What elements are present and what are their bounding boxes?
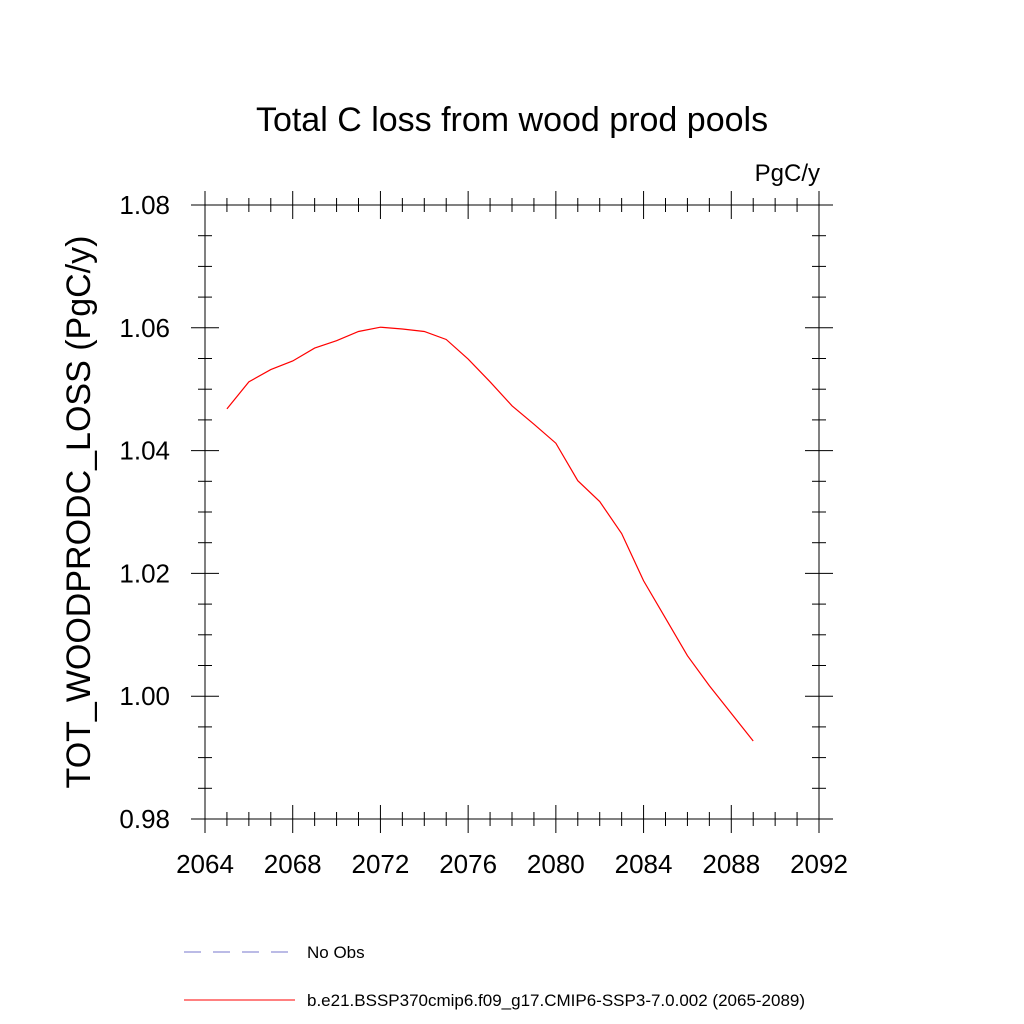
y-tick-label: 1.06: [119, 313, 170, 343]
legend-label: b.e21.BSSP370cmip6.f09_g17.CMIP6-SSP3-7.…: [307, 991, 805, 1010]
x-tick-label: 2088: [702, 849, 760, 879]
y-axis-label: TOT_WOODPRODC_LOSS (PgC/y): [60, 236, 98, 789]
y-tick-label: 1.00: [119, 681, 170, 711]
plot-area: 2064 2068 2072 2076 2080 2084 2088 2092 0.98 1.00…: [119, 190, 848, 879]
y-tick-label: 1.02: [119, 558, 170, 588]
x-tick-label: 2092: [790, 849, 848, 879]
y-tick-label: 1.04: [119, 436, 170, 466]
x-tick-label: 2068: [264, 849, 322, 879]
chart-title: Total C loss from wood prod pools: [256, 101, 768, 139]
legend-label: No Obs: [307, 943, 365, 962]
y-tick-label: 0.98: [119, 804, 170, 834]
legend: No Obs b.e21.BSSP370cmip6.f09_g17.CMIP6-S…: [184, 943, 805, 1010]
x-tick-label: 2064: [176, 849, 234, 879]
y-tick-label: 1.08: [119, 190, 170, 220]
x-tick-label: 2080: [527, 849, 585, 879]
units-label: PgC/y: [755, 160, 820, 187]
x-tick-label: 2072: [352, 849, 410, 879]
series-line-0: [226, 326, 754, 742]
x-tick-label: 2076: [439, 849, 497, 879]
x-tick-label: 2084: [615, 849, 673, 879]
